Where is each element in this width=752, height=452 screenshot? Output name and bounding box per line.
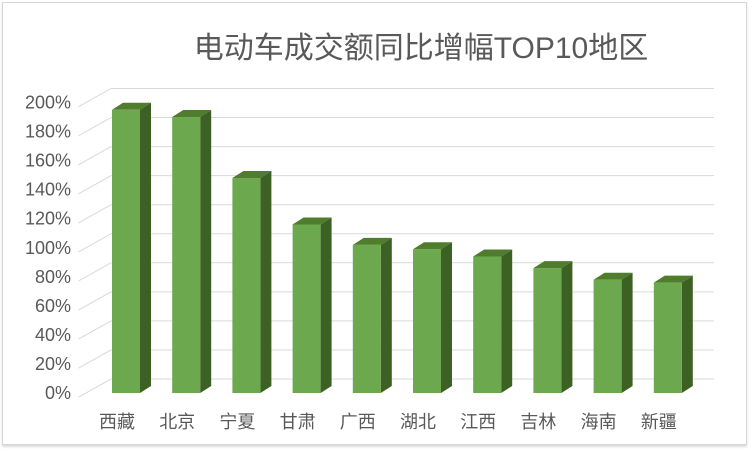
bar-吉林 [533, 261, 573, 393]
ytick-label: 100% [25, 238, 71, 258]
gridline-side-0% [78, 378, 112, 398]
xtick-label: 宁夏 [219, 412, 255, 432]
bar-海南 [593, 272, 633, 393]
ytick-label: 160% [25, 151, 71, 171]
plot-area: 0% 20% 40% 60% 80% 100% 120% 140% 160% 180% 200% 西藏… [25, 88, 714, 432]
bar-front-face [352, 244, 381, 393]
chart-title: 电动车成交额同比增幅TOP10地区 [194, 32, 649, 65]
bar-湖北 [413, 242, 452, 393]
bar-front-face [292, 224, 321, 393]
ytick-label: 180% [25, 122, 71, 142]
bar-side-face [260, 171, 272, 393]
bar-top-face [653, 275, 693, 283]
bar-江西 [473, 249, 513, 393]
bar-top-face [232, 171, 272, 179]
ytick-label: 60% [35, 296, 71, 316]
bar-top-face [112, 102, 151, 110]
xtick-label: 新疆 [641, 412, 677, 432]
bar-side-face [140, 102, 151, 393]
gridline-side-180% [78, 117, 112, 137]
bar-side-face [441, 242, 452, 393]
bar-宁夏 [232, 171, 272, 393]
xtick-label: 广西 [340, 412, 376, 432]
gridline-side-80% [78, 262, 112, 282]
chart-frame: 0% 20% 40% 60% 80% 100% 120% 140% 160% 180% 200% 西藏… [2, 2, 747, 445]
bar-front-face [533, 268, 562, 393]
bar-top-face [413, 242, 452, 250]
bar-top-face [172, 110, 212, 118]
bar-side-face [501, 249, 513, 393]
ytick-label: 0% [45, 383, 71, 403]
gridline-side-40% [78, 320, 112, 340]
xtick-label: 海南 [581, 412, 617, 432]
bar-side-face [681, 275, 693, 393]
gridline-side-160% [78, 146, 112, 166]
xtick-label: 吉林 [520, 412, 556, 432]
bar-front-face [232, 178, 261, 393]
gridline-side-100% [78, 233, 112, 253]
bar-side-face [200, 110, 212, 394]
xtick-label: 江西 [460, 412, 496, 432]
bar-front-face [653, 282, 682, 393]
bar-front-face [413, 249, 441, 393]
bar-side-face [320, 217, 332, 393]
bar-甘肃 [292, 217, 332, 393]
xtick-label: 甘肃 [280, 412, 316, 432]
ytick-label: 200% [25, 93, 71, 113]
bar-side-face [380, 237, 392, 393]
bar-北京 [172, 110, 212, 394]
gridline-side-20% [78, 349, 112, 369]
bar-广西 [352, 237, 392, 393]
bar-top-face [593, 272, 633, 280]
xtick-label: 北京 [159, 412, 195, 432]
bar-side-face [561, 261, 573, 393]
bar-front-face [172, 117, 201, 394]
bar-side-face [621, 272, 633, 393]
ytick-label: 20% [35, 354, 71, 374]
ytick-label: 120% [25, 209, 71, 229]
chart-canvas: 0% 20% 40% 60% 80% 100% 120% 140% 160% 180% 200% 西藏… [25, 32, 714, 432]
bar-front-face [112, 109, 140, 393]
xtick-label: 西藏 [99, 412, 135, 432]
ytick-label: 40% [35, 325, 71, 345]
bar-新疆 [653, 275, 693, 393]
gridline-side-120% [78, 204, 112, 224]
gridline-side-200% [78, 88, 112, 108]
bar-front-face [593, 279, 622, 393]
ytick-label: 140% [25, 180, 71, 200]
bar-top-face [473, 249, 513, 257]
bar-top-face [292, 217, 332, 225]
bar-front-face [473, 256, 502, 393]
xtick-label: 湖北 [400, 412, 436, 432]
gridline-side-140% [78, 175, 112, 195]
bar-top-face [533, 261, 573, 269]
gridline-side-60% [78, 291, 112, 311]
bar-top-face [352, 237, 392, 245]
ytick-label: 80% [35, 267, 71, 287]
bar-西藏 [112, 102, 151, 393]
